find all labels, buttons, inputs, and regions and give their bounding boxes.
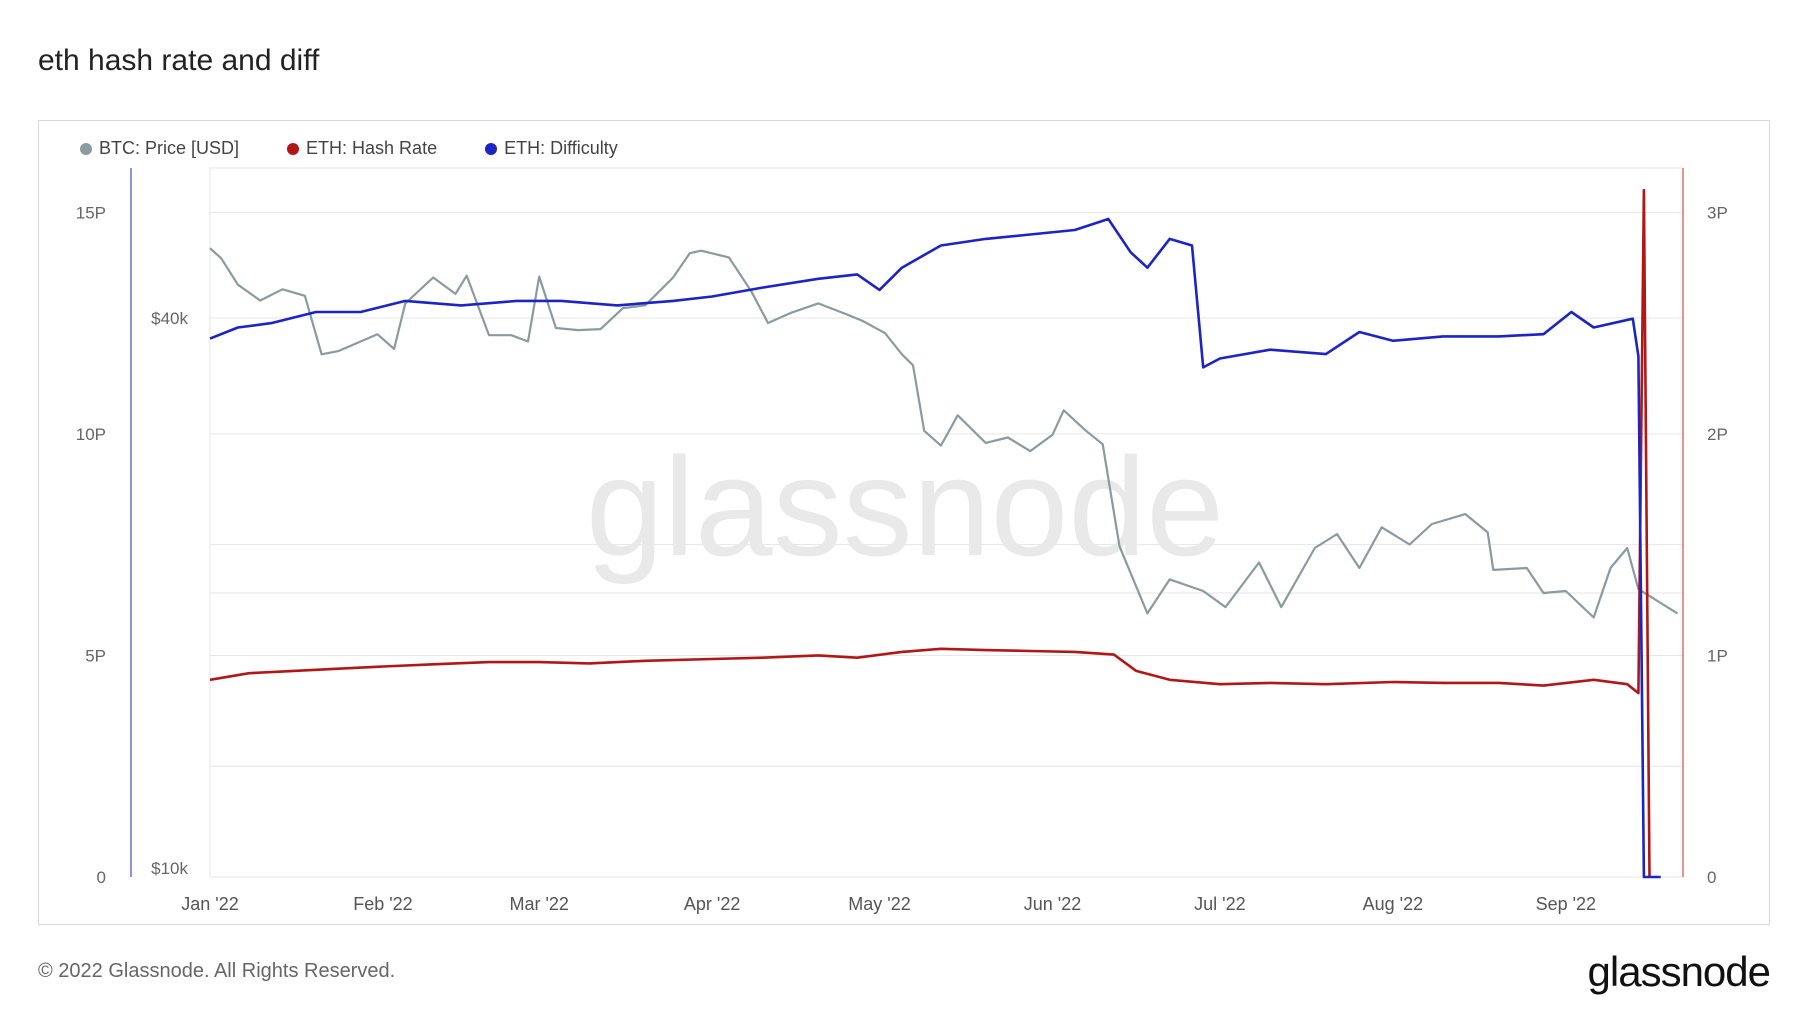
x-tick-label: Jan '22 <box>181 894 238 914</box>
y-tick-label-right: 1P <box>1707 646 1728 665</box>
chart-title: eth hash rate and diff <box>38 44 320 77</box>
y-tick-label-left: 0 <box>97 868 106 887</box>
x-tick-label: Feb '22 <box>353 894 412 914</box>
legend-label: ETH: Hash Rate <box>306 138 438 158</box>
legend-item-eth-difficulty[interactable]: ETH: Difficulty <box>485 138 618 159</box>
axes: 0 5P 10P 15P $10k $40k 0 1P 2P 3P Jan '22 Feb '22 Ma… <box>76 168 1728 914</box>
y-tick-label-right: 0 <box>1707 868 1716 887</box>
x-tick-label: Sep '22 <box>1536 894 1597 914</box>
legend-item-btc-price[interactable]: BTC: Price [USD] <box>80 138 239 159</box>
legend-dot-icon <box>485 142 498 155</box>
x-tick-label: Mar '22 <box>509 894 568 914</box>
chart-panel <box>38 120 1770 925</box>
legend-dot-icon <box>80 142 92 155</box>
copyright-text: © 2022 Glassnode. All Rights Reserved. <box>38 960 396 982</box>
y-tick-label-left: 5P <box>85 646 106 665</box>
series-lines <box>209 188 1678 879</box>
x-tick-label: Apr '22 <box>684 894 740 914</box>
series-line-price <box>209 247 1678 619</box>
legend-label: ETH: Difficulty <box>504 138 618 158</box>
series-line-hashrate <box>209 188 1651 878</box>
watermark: glassnode <box>586 428 1224 585</box>
y-tick-label-price: $10k <box>151 859 188 878</box>
x-tick-label: Aug '22 <box>1363 894 1424 914</box>
x-tick-label: May '22 <box>848 894 910 914</box>
legend: BTC: Price [USD] ETH: Hash Rate ETH: Dif… <box>80 138 618 159</box>
y-tick-label-price: $40k <box>151 309 188 328</box>
x-tick-label: Jun '22 <box>1024 894 1081 914</box>
y-tick-label-right: 2P <box>1707 425 1728 444</box>
legend-label: BTC: Price [USD] <box>99 138 240 158</box>
legend-dot-icon <box>287 142 300 155</box>
glassnode-logo[interactable]: glassnode <box>1587 948 1771 995</box>
x-tick-label: Jul '22 <box>1194 894 1245 914</box>
y-tick-label-left: 10P <box>76 425 106 444</box>
y-tick-label-left: 15P <box>76 203 106 222</box>
y-tick-label-right: 3P <box>1707 203 1728 222</box>
series-line-difficulty <box>209 217 1661 879</box>
legend-item-eth-hash-rate[interactable]: ETH: Hash Rate <box>287 138 437 159</box>
